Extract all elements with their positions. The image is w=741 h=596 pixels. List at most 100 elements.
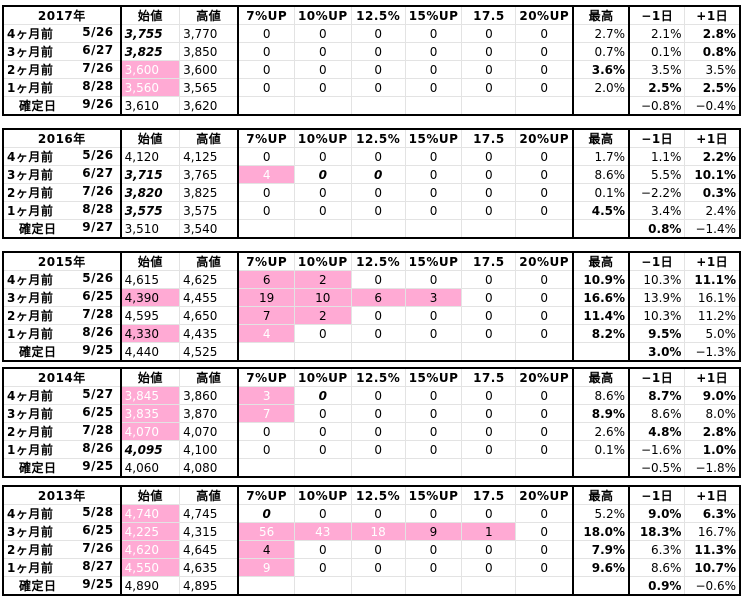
cell-up15 — [404, 219, 463, 239]
cell-max: 0.1% — [572, 440, 631, 459]
cell-up125: 0 — [350, 201, 406, 220]
table-row: 3ヶ月前 6/27 3,825 3,850 0 0 0 0 0 0 0.7% 0.1% 0.8% — [2, 42, 741, 61]
column-header-up20: 20%UP — [515, 485, 575, 505]
column-header-up15: 15%UP — [404, 485, 463, 505]
cell-up7: 0 — [237, 201, 295, 220]
row-label: 確定日 — [19, 579, 57, 593]
cell-up10: 10 — [293, 288, 352, 307]
cell-up7: 7 — [237, 404, 295, 423]
cell-up15 — [404, 458, 463, 478]
table-row: 4ヶ月前 5/27 3,845 3,860 3 0 0 0 0 0 8.6% 8.7% 9.0% — [2, 386, 741, 405]
row-date: 7/28 — [82, 423, 114, 438]
cell-up10: 0 — [293, 504, 352, 523]
row-date: 5/28 — [82, 505, 114, 520]
cell-up15: 0 — [404, 324, 463, 343]
column-header-m1: −1日 — [628, 251, 686, 271]
table-row: 3ヶ月前 6/25 4,225 4,315 56 43 18 9 1 0 18.0% 18.3% 16.… — [2, 522, 741, 541]
cell-open: 4,740 — [120, 504, 181, 523]
cell-high: 3,575 — [179, 201, 240, 220]
cell-m1: 2.1% — [628, 24, 686, 43]
cell-high: 3,770 — [179, 24, 240, 43]
cell-p1: −1.3% — [684, 342, 741, 362]
cell-high: 3,850 — [179, 42, 240, 61]
row-label: 2ヶ月前 — [7, 543, 54, 557]
cell-m1: 4.8% — [628, 422, 686, 441]
cell-up175: 0 — [461, 165, 517, 184]
cell-up10: 0 — [293, 78, 352, 97]
cell-up20 — [515, 219, 575, 239]
cell-m1: 8.6% — [628, 404, 686, 423]
cell-high: 4,080 — [179, 458, 240, 478]
row-date: 5/26 — [82, 271, 114, 286]
cell-up15: 0 — [404, 60, 463, 79]
cell-max: 8.2% — [572, 324, 631, 343]
row-date: 5/26 — [82, 148, 114, 163]
cell-up20: 0 — [515, 558, 575, 577]
cell-up15: 9 — [404, 522, 463, 541]
cell-max — [572, 342, 631, 362]
cell-high: 4,625 — [179, 270, 240, 289]
column-header-max: 最高 — [572, 5, 631, 25]
table-row: 確定日 9/25 4,060 4,080 −0.5% −1.8% — [2, 458, 741, 478]
cell-up125: 18 — [350, 522, 406, 541]
cell-open: 3,715 — [120, 165, 181, 184]
cell-up125: 0 — [350, 306, 406, 325]
cell-up20: 0 — [515, 522, 575, 541]
cell-m1: 0.1% — [628, 42, 686, 61]
cell-up15: 0 — [404, 78, 463, 97]
cell-open: 3,610 — [120, 96, 181, 116]
cell-up15: 0 — [404, 147, 463, 166]
cell-open: 4,060 — [120, 458, 181, 478]
column-header-high: 高値 — [179, 5, 240, 25]
cell-open: 3,820 — [120, 183, 181, 202]
cell-up125 — [350, 342, 406, 362]
cell-up7: 0 — [237, 24, 295, 43]
cell-high: 3,765 — [179, 165, 240, 184]
cell-up10: 0 — [293, 422, 352, 441]
row-label: 確定日 — [19, 222, 57, 236]
cell-open: 3,835 — [120, 404, 181, 423]
cell-up10: 0 — [293, 386, 352, 405]
year-label: 2017年 — [2, 5, 122, 25]
cell-up20: 0 — [515, 504, 575, 523]
row-label: 確定日 — [19, 461, 57, 475]
table-row: 2ヶ月前 7/26 4,620 4,645 4 0 0 0 0 0 7.9% 6.3% 11.3% — [2, 540, 741, 559]
table-row: 2ヶ月前 7/28 4,070 4,070 0 0 0 0 0 0 2.6% 4.8% 2.8% — [2, 422, 741, 441]
cell-high: 4,525 — [179, 342, 240, 362]
row-label: 1ヶ月前 — [7, 443, 54, 457]
column-header-p1: +1日 — [684, 251, 741, 271]
cell-m1: 8.7% — [628, 386, 686, 405]
column-header-m1: −1日 — [628, 485, 686, 505]
row-date: 7/28 — [82, 307, 114, 322]
cell-p1: 5.0% — [684, 324, 741, 343]
cell-up15: 0 — [404, 404, 463, 423]
cell-m1: 10.3% — [628, 306, 686, 325]
column-header-m1: −1日 — [628, 5, 686, 25]
cell-m1: −1.6% — [628, 440, 686, 459]
table-row: 4ヶ月前 5/28 4,740 4,745 0 0 0 0 0 0 5.2% 9.0% 6.3% — [2, 504, 741, 523]
cell-up175 — [461, 576, 517, 596]
column-header-up125: 12.5% — [350, 251, 406, 271]
cell-p1: 16.7% — [684, 522, 741, 541]
cell-up125 — [350, 576, 406, 596]
cell-p1: 0.3% — [684, 183, 741, 202]
column-header-up175: 17.5 — [461, 251, 517, 271]
cell-up20 — [515, 96, 575, 116]
cell-p1: 2.2% — [684, 147, 741, 166]
cell-p1: 6.3% — [684, 504, 741, 523]
cell-up7: 0 — [237, 504, 295, 523]
cell-m1: 0.8% — [628, 219, 686, 239]
cell-up175: 0 — [461, 201, 517, 220]
cell-p1: 11.3% — [684, 540, 741, 559]
cell-up175: 0 — [461, 24, 517, 43]
cell-max: 10.9% — [572, 270, 631, 289]
column-header-m1: −1日 — [628, 128, 686, 148]
row-label: 1ヶ月前 — [7, 327, 54, 341]
cell-up15: 0 — [404, 440, 463, 459]
table-row: 2ヶ月前 7/28 4,595 4,650 7 2 0 0 0 0 11.4% 10.3% 11.2% — [2, 306, 741, 325]
column-header-open: 始値 — [120, 5, 181, 25]
table-row: 4ヶ月前 5/26 4,615 4,625 6 2 0 0 0 0 10.9% 10.3% 11.1% — [2, 270, 741, 289]
cell-up20: 0 — [515, 270, 575, 289]
cell-p1: 2.4% — [684, 201, 741, 220]
cell-p1: 8.0% — [684, 404, 741, 423]
